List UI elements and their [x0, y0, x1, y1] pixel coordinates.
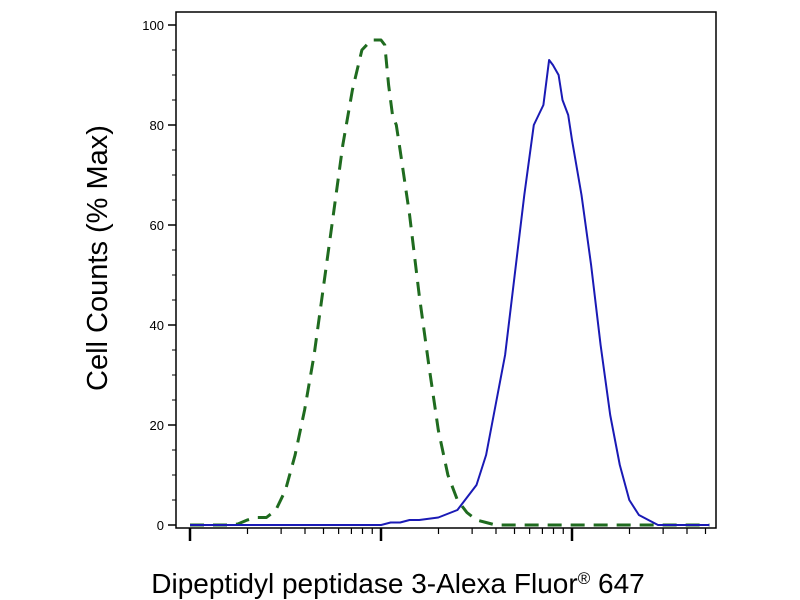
- y-tick-label: 60: [150, 218, 164, 233]
- y-tick-label: 80: [150, 118, 164, 133]
- y-tick-label: 100: [142, 18, 164, 33]
- y-tick-label: 20: [150, 418, 164, 433]
- y-tick-label: 40: [150, 318, 164, 333]
- series-layer: [190, 38, 710, 527]
- x-axis-title-registered: ®: [578, 569, 591, 588]
- x-axis-title: Dipeptidyl peptidase 3-Alexa Fluor® 647: [151, 568, 644, 599]
- sample-curve: [190, 59, 710, 526]
- x-axis-title-suffix: 647: [590, 568, 645, 599]
- x-axis-title-main: Dipeptidyl peptidase 3-Alexa Fluor: [151, 568, 577, 599]
- y-axis-title: Cell Counts (% Max): [82, 125, 114, 391]
- isotype-control-curve: [190, 38, 710, 527]
- y-axis: 0 20 40 60 80 100: [142, 18, 176, 533]
- x-axis: [188, 528, 707, 541]
- y-tick-label: 0: [157, 518, 164, 533]
- plot-frame: [175, 11, 717, 529]
